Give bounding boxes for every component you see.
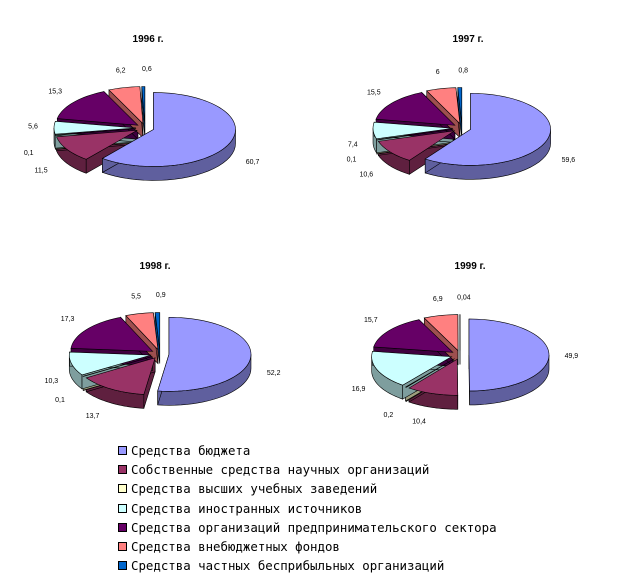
data-label: 0,04 [457, 294, 471, 301]
legend-item: Средства высших учебных заведений [118, 479, 613, 498]
data-label: 5,5 [131, 294, 141, 301]
data-label: 15,3 [48, 88, 62, 95]
legend-swatch [118, 561, 127, 570]
legend-label: Средства организаций предпринимательског… [131, 520, 497, 535]
data-label: 0,1 [347, 157, 357, 164]
legend-swatch [118, 484, 127, 493]
data-label: 13,7 [86, 413, 100, 420]
legend-label: Средства частных бесприбыльных организац… [131, 558, 444, 573]
data-label: 10,3 [45, 378, 59, 385]
legend-item: Собственные средства научных организаций [118, 460, 613, 479]
charts-area: 1996 г. 60,7 11,5 0,1 5,6 15,3 6,2 0,6 1997 г. 59… [0, 0, 619, 430]
pie-chart: 1999 г. 49,9 10,4 0,2 16,9 15,7 6,9 0,04 [352, 261, 579, 426]
legend-item: Средства иностранных источников [118, 499, 613, 518]
chart-title: 1996 г. [133, 34, 164, 45]
legend-item: Средства бюджета [118, 441, 613, 460]
legend-label: Средства иностранных источников [131, 501, 362, 516]
chart-title: 1998 г. [140, 261, 171, 272]
data-label: 60,7 [246, 159, 260, 166]
legend-item: Средства внебюджетных фондов [118, 537, 613, 556]
legend-label: Средства внебюджетных фондов [131, 539, 340, 554]
data-label: 10,6 [359, 172, 373, 179]
data-label: 0,2 [384, 412, 394, 419]
legend-swatch [118, 465, 127, 474]
data-label: 59,6 [562, 157, 576, 164]
legend-swatch [118, 523, 127, 532]
data-label: 49,9 [565, 353, 579, 360]
data-label: 7,4 [348, 142, 358, 149]
legend-label: Средства высших учебных заведений [131, 481, 377, 496]
legend-label: Средства бюджета [131, 443, 250, 458]
pie-chart: 1998 г. 52,2 13,7 0,1 10,3 17,3 5,5 0,9 [45, 261, 281, 420]
legend-swatch [118, 542, 127, 551]
data-label: 0,1 [24, 150, 34, 157]
data-label: 0,1 [55, 397, 65, 404]
legend-item: Средства частных бесприбыльных организац… [118, 556, 613, 575]
data-label: 17,3 [61, 316, 75, 323]
data-label: 6 [436, 69, 440, 76]
pie-chart: 1997 г. 59,6 10,6 0,1 7,4 15,5 6 0,8 [347, 34, 576, 179]
data-label: 6,9 [433, 296, 443, 303]
data-label: 5,6 [28, 124, 38, 131]
data-label: 0,8 [458, 67, 468, 74]
data-label: 10,4 [412, 419, 426, 426]
data-label: 6,2 [116, 68, 126, 75]
chart-title: 1999 г. [455, 261, 486, 272]
legend-label: Собственные средства научных организаций [131, 462, 429, 477]
data-label: 11,5 [35, 168, 48, 175]
data-label: 16,9 [352, 386, 366, 393]
pie-chart: 1996 г. 60,7 11,5 0,1 5,6 15,3 6,2 0,6 [24, 34, 260, 180]
legend-swatch [118, 446, 127, 455]
data-label: 52,2 [267, 370, 281, 377]
data-label: 0,6 [142, 66, 152, 73]
data-label: 15,5 [367, 90, 381, 97]
data-label: 15,7 [364, 317, 378, 324]
data-label: 0,9 [156, 292, 166, 299]
chart-title: 1997 г. [453, 34, 484, 45]
legend: Средства бюджета Собственные средства нау… [118, 441, 613, 575]
legend-item: Средства организаций предпринимательског… [118, 518, 613, 537]
legend-swatch [118, 504, 127, 513]
